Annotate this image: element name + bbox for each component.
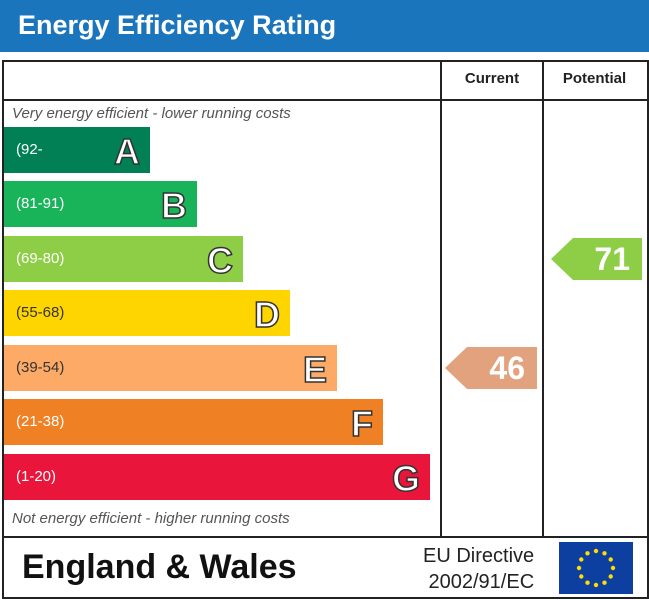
band-b: (81-91) B xyxy=(4,181,197,227)
band-letter: F xyxy=(350,402,374,445)
band-a: (92- A xyxy=(4,127,150,173)
current-rating-value: 46 xyxy=(489,350,525,386)
flag-star xyxy=(585,551,590,556)
band-letter: E xyxy=(302,348,328,391)
bottom-note: Not energy efficient - higher running co… xyxy=(12,510,290,527)
directive-line1: EU Directive xyxy=(423,545,535,567)
flag-star xyxy=(593,548,599,554)
band-g: (1-20) G xyxy=(4,454,430,500)
band-c: (69-80) C xyxy=(4,236,243,282)
band-d: (55-68) D xyxy=(4,290,290,336)
flag-star xyxy=(593,582,599,588)
current-rating-arrow: 46 xyxy=(445,347,537,389)
band-letter: C xyxy=(206,239,234,282)
directive-line2: 2002/91/EC xyxy=(428,571,535,593)
title-bar xyxy=(0,0,649,52)
footer-divider xyxy=(2,536,647,538)
potential-rating-arrow: 71 xyxy=(551,238,642,280)
band-letter: B xyxy=(160,184,188,227)
band-letter: D xyxy=(253,293,281,336)
column-divider xyxy=(542,60,544,537)
band-f: (21-38) F xyxy=(4,399,383,445)
flag-star xyxy=(576,565,582,571)
band-range: (69-80) xyxy=(16,250,65,267)
band-range: (55-68) xyxy=(16,304,65,321)
potential-rating-value: 71 xyxy=(594,241,630,277)
column-potential: Potential xyxy=(562,70,627,87)
flag-star xyxy=(602,580,607,585)
eu-flag-icon xyxy=(559,542,633,594)
header-divider xyxy=(2,99,647,101)
band-letter: A xyxy=(113,130,141,173)
band-range: (39-54) xyxy=(16,359,65,376)
column-current: Current xyxy=(464,70,520,87)
flag-star xyxy=(608,574,613,579)
chart-title: Energy Efficiency Rating xyxy=(18,10,337,40)
band-e: (39-54) E xyxy=(4,345,337,391)
flag-star xyxy=(579,574,584,579)
band-range: (21-38) xyxy=(16,413,65,430)
flag-star xyxy=(610,565,616,571)
flag-star xyxy=(579,557,584,562)
band-range: (1-20) xyxy=(16,468,57,485)
band-letter: G xyxy=(391,457,421,500)
flag-star xyxy=(602,551,607,556)
column-divider xyxy=(440,60,442,537)
flag-star xyxy=(585,580,590,585)
flag-star xyxy=(608,557,613,562)
eu-directive: EU Directive 2002/91/EC xyxy=(423,543,534,595)
region-label: England & Wales xyxy=(22,548,297,586)
rating-table xyxy=(2,60,649,599)
top-note: Very energy efficient - lower running co… xyxy=(12,105,291,122)
band-range: (92- xyxy=(16,141,43,158)
band-range: (81-91) xyxy=(16,195,65,212)
